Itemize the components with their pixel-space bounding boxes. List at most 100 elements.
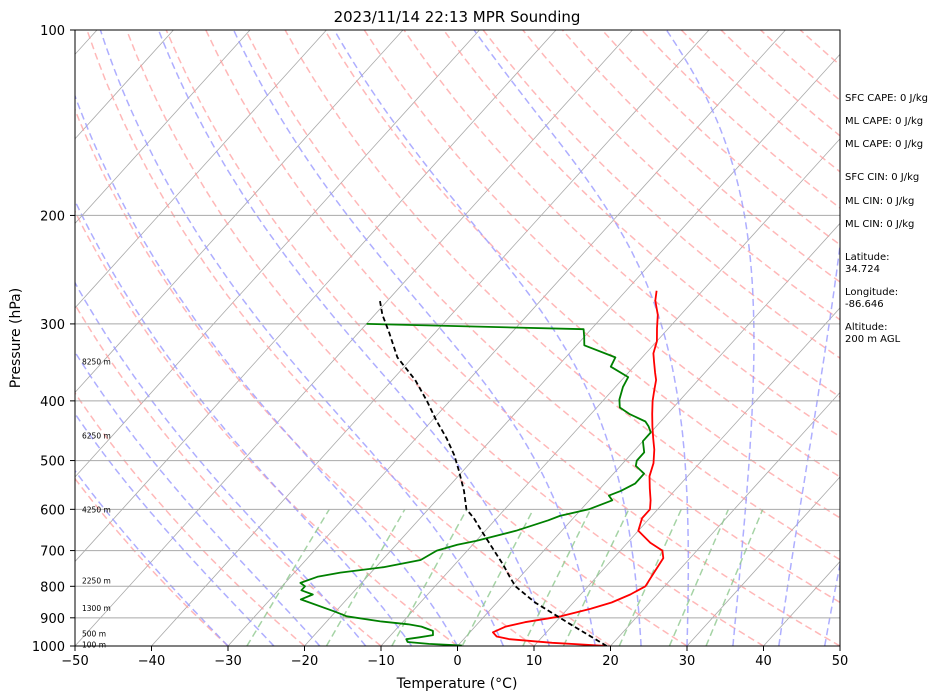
isotherm-line	[75, 30, 633, 646]
dry-adiabat-line	[86, 30, 611, 646]
background-lines	[75, 30, 840, 646]
mixing-ratio-line	[325, 508, 406, 646]
parcel-line	[379, 300, 608, 646]
isotherm-line	[227, 30, 786, 646]
moist-adiabat-line	[823, 560, 840, 646]
dewpoint-line	[299, 323, 652, 646]
isotherm-line	[75, 30, 174, 140]
x-tick-label: −10	[367, 654, 394, 669]
plot-frame	[74, 29, 841, 647]
sounding-info-item: SFC CIN: 0 J/kg	[845, 172, 920, 183]
dry-adiabat-line	[205, 30, 840, 646]
mixing-ratio-line	[391, 508, 468, 646]
moist-adiabat-line	[75, 199, 413, 646]
dry-adiabat-line	[284, 30, 840, 561]
dry-adiabat-line	[75, 477, 229, 646]
mixing-ratio-line	[668, 509, 730, 646]
dry-adiabat-line	[165, 30, 764, 646]
y-tick-label: 800	[40, 580, 65, 595]
dry-adiabat-line	[403, 30, 840, 438]
moist-adiabat-line	[99, 30, 505, 646]
chart-title: 2023/11/14 22:13 MPR Sounding	[334, 8, 581, 26]
isotherm-line	[380, 138, 840, 646]
sounding-info-item: Altitude: 200 m AGL	[845, 322, 901, 345]
sounding-info-item: ML CIN: 0 J/kg	[845, 196, 915, 207]
isotherm-line	[533, 307, 840, 646]
y-tick-label: 400	[40, 395, 65, 410]
dry-adiabat-line	[522, 30, 840, 321]
isotherm-line	[304, 53, 840, 646]
moist-adiabat-line	[75, 350, 321, 646]
moist-adiabat-line	[75, 93, 459, 646]
dry-adiabat-line	[363, 30, 840, 478]
moist-adiabat-line	[333, 30, 642, 646]
temperature-line	[492, 290, 665, 646]
sounding-info-item: Latitude: 34.724	[845, 252, 890, 275]
mixing-ratio-line	[522, 509, 592, 646]
isotherm-line	[75, 30, 404, 394]
dry-adiabat-line	[561, 30, 840, 283]
altitude-label: 2250 m	[82, 577, 111, 586]
data-series	[299, 290, 665, 646]
sounding-info-item: SFC CAPE: 0 J/kg	[845, 93, 928, 104]
isotherm-line	[75, 30, 557, 563]
isotherm-line	[686, 476, 840, 646]
x-tick-label: 20	[602, 654, 619, 669]
moist-adiabat-line	[75, 281, 367, 646]
dry-adiabat-line	[324, 30, 840, 519]
isotherm-line	[151, 30, 710, 646]
dry-adiabat-line	[244, 30, 840, 604]
mixing-ratio-line	[461, 508, 534, 646]
altitude-label: 6250 m	[82, 431, 111, 440]
dry-adiabat-line	[75, 391, 305, 646]
x-tick-label: −20	[291, 654, 318, 669]
isotherm-line	[610, 391, 840, 646]
y-tick-label: 600	[40, 503, 65, 518]
y-tick-label: 1000	[32, 640, 65, 655]
pressure-gridlines	[75, 30, 840, 646]
dry-adiabat-line	[442, 30, 840, 398]
sounding-info-item: ML CAPE: 0 J/kg	[845, 139, 924, 150]
dry-adiabat-line	[482, 30, 840, 360]
y-tick-label: 500	[40, 455, 65, 470]
altitude-label: 500 m	[82, 630, 106, 639]
isotherm-line	[75, 30, 251, 224]
y-axis-label: Pressure (hPa)	[8, 288, 24, 388]
x-tick-label: 30	[679, 654, 696, 669]
moist-adiabat-line	[665, 30, 755, 646]
isotherm-line	[457, 222, 840, 646]
y-tick-label: 100	[40, 24, 65, 39]
mixing-ratio-line	[618, 509, 682, 646]
moist-adiabat-line	[473, 30, 690, 646]
dry-adiabat-line	[75, 107, 535, 646]
moist-adiabat-line	[778, 239, 840, 646]
sounding-info-item: ML CIN: 0 J/kg	[845, 219, 915, 230]
y-tick-label: 300	[40, 318, 65, 333]
moist-adiabat-line	[232, 30, 596, 646]
x-tick-label: −50	[61, 654, 88, 669]
altitude-label: 4250 m	[82, 505, 111, 514]
x-tick-label: 10	[526, 654, 543, 669]
mixing-ratio-line	[705, 509, 764, 646]
x-tick-label: 0	[453, 654, 461, 669]
altitude-labels: 100 m 500 m 1300 m 2250 m 4250 m 6250 m 8250 m	[82, 357, 111, 649]
altitude-label: 100 m	[82, 641, 106, 650]
mixing-ratio-line	[562, 509, 630, 646]
dry-adiabat-line	[125, 30, 688, 646]
y-tick-label: 900	[40, 612, 65, 627]
x-tick-label: 40	[755, 654, 772, 669]
isotherm-line	[75, 30, 480, 478]
altitude-label: 8250 m	[82, 357, 111, 366]
x-tick-label: −40	[138, 654, 165, 669]
x-tick-label: −30	[214, 654, 241, 669]
isotherm-line	[75, 30, 327, 309]
x-tick-label: 50	[832, 654, 849, 669]
sounding-info-item: Longitude: -86.646	[845, 287, 899, 310]
y-tick-label: 700	[40, 545, 65, 560]
altitude-label: 1300 m	[82, 604, 111, 613]
moist-adiabat-line	[75, 469, 229, 646]
sounding-info-item: ML CAPE: 0 J/kg	[845, 116, 924, 127]
x-axis-ticks: −50 −40 −30 −20 −10 0 10 20 30 40 50	[61, 646, 848, 669]
moist-adiabat-line	[75, 412, 275, 646]
